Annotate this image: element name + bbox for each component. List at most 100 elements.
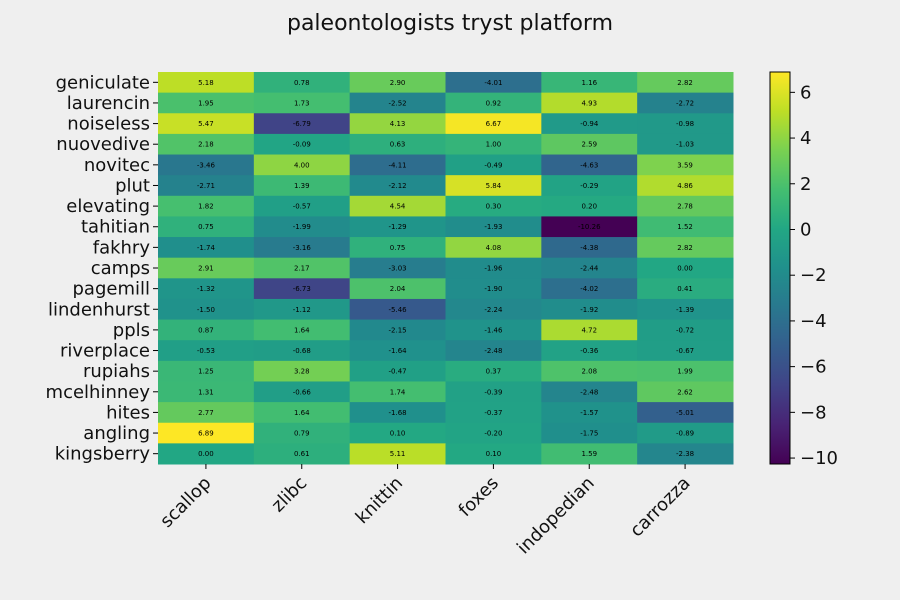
heatmap-cell bbox=[158, 298, 255, 321]
colorbar-tick-label: 0 bbox=[800, 219, 811, 240]
heatmap-cell bbox=[253, 402, 351, 424]
cell-value-label: -1.74 bbox=[197, 244, 216, 252]
cell-value-label: -0.72 bbox=[676, 326, 694, 334]
row-tick-label: elevating bbox=[66, 196, 150, 217]
heatmap-cell bbox=[541, 298, 638, 321]
heatmap-cell bbox=[158, 72, 255, 94]
cell-value-label: 4.13 bbox=[390, 120, 406, 128]
cell-value-label: -1.32 bbox=[197, 285, 215, 293]
heatmap-cell bbox=[253, 381, 351, 403]
cell-value-label: 1.52 bbox=[677, 223, 693, 231]
heatmap-cell bbox=[541, 340, 638, 362]
cell-value-label: 0.63 bbox=[390, 141, 406, 149]
heatmap-cell bbox=[158, 237, 255, 259]
heatmap-cell bbox=[637, 237, 734, 259]
heatmap-cell bbox=[349, 340, 446, 362]
cell-value-label: 0.10 bbox=[486, 450, 502, 458]
cell-value-label: -6.73 bbox=[293, 285, 311, 293]
heatmap-cell bbox=[349, 381, 446, 403]
cell-value-label: -4.01 bbox=[484, 79, 502, 87]
row-tick-label: nuovedive bbox=[56, 134, 150, 155]
heatmap-cell bbox=[349, 216, 446, 238]
heatmap-cell bbox=[158, 195, 255, 217]
cell-value-label: -1.93 bbox=[484, 223, 502, 231]
cell-value-label: -0.94 bbox=[580, 120, 599, 128]
heatmap-cell bbox=[637, 278, 734, 300]
heatmap-cell bbox=[637, 195, 734, 217]
cell-value-label: -3.46 bbox=[197, 161, 216, 169]
heatmap-cell bbox=[445, 257, 542, 279]
cell-value-label: -6.79 bbox=[293, 120, 311, 128]
heatmap-cell bbox=[541, 257, 638, 279]
cell-value-label: -0.98 bbox=[676, 120, 694, 128]
heatmap-cell bbox=[349, 319, 446, 341]
row-tick-label: tahitian bbox=[81, 217, 150, 238]
colorbar-tick-label: 4 bbox=[800, 128, 811, 149]
heatmap-cell bbox=[349, 402, 446, 424]
heatmap-cell bbox=[637, 113, 734, 135]
heatmap-cell bbox=[253, 257, 351, 279]
heatmap-cell bbox=[637, 443, 734, 465]
heatmap-cell bbox=[637, 257, 734, 279]
heatmap-cell bbox=[158, 113, 255, 135]
cell-value-label: -0.47 bbox=[389, 368, 407, 376]
cell-value-label: 4.08 bbox=[486, 244, 502, 252]
heatmap-cell bbox=[445, 422, 542, 444]
row-tick-label: kingsberry bbox=[55, 444, 151, 465]
heatmap-cell bbox=[349, 175, 446, 197]
cell-value-label: -1.75 bbox=[580, 430, 598, 438]
row-tick-label: camps bbox=[91, 258, 150, 279]
cell-value-label: -1.99 bbox=[293, 223, 311, 231]
cell-value-label: 0.87 bbox=[198, 326, 214, 334]
heatmap-cell bbox=[349, 113, 446, 135]
column-tick-label: scallop bbox=[156, 473, 215, 532]
heatmap-cell bbox=[158, 360, 255, 382]
colorbar-ticks: 6 4 2 0 −2 −4 −6 −8 −10 bbox=[790, 82, 838, 469]
heatmap-cell bbox=[541, 216, 638, 238]
cell-value-label: -2.38 bbox=[676, 450, 694, 458]
heatmap-cell bbox=[541, 443, 638, 465]
cell-value-label: -4.02 bbox=[580, 285, 598, 293]
heatmap-cell bbox=[158, 443, 255, 465]
heatmap-cell bbox=[445, 319, 542, 341]
cell-value-label: 4.93 bbox=[581, 99, 597, 107]
row-tick-label: plut bbox=[115, 175, 150, 196]
heatmap-cell bbox=[158, 216, 255, 238]
cell-value-label: 4.00 bbox=[294, 161, 310, 169]
cell-value-label: -0.36 bbox=[580, 347, 599, 355]
cell-value-label: 0.00 bbox=[198, 450, 214, 458]
heatmap-cell bbox=[253, 360, 351, 382]
heatmap-cell bbox=[349, 92, 446, 114]
column-tick-label: indopedian bbox=[513, 473, 599, 559]
cell-value-label: 2.91 bbox=[198, 265, 214, 273]
heatmap-cell bbox=[158, 154, 255, 176]
heatmap-cell bbox=[541, 92, 638, 114]
colorbar-tick-label: −10 bbox=[800, 448, 838, 469]
cell-value-label: 4.86 bbox=[677, 182, 693, 190]
cell-value-label: 1.64 bbox=[294, 409, 310, 417]
cell-value-label: 2.59 bbox=[581, 141, 597, 149]
cell-value-label: -3.03 bbox=[389, 265, 407, 273]
heatmap-cell bbox=[637, 360, 734, 382]
heatmap-cell bbox=[445, 360, 542, 382]
row-tick-label: riverplace bbox=[60, 341, 150, 362]
cell-value-label: -0.68 bbox=[293, 347, 311, 355]
colorbar: 6 4 2 0 −2 −4 −6 −8 −10 bbox=[769, 71, 838, 469]
cell-value-label: 6.67 bbox=[486, 120, 502, 128]
cell-value-label: 1.82 bbox=[198, 203, 214, 211]
colorbar-tick-label: −2 bbox=[800, 265, 827, 286]
cell-value-label: -5.01 bbox=[676, 409, 694, 417]
cell-value-label: -5.46 bbox=[389, 306, 408, 314]
column-tick-label: foxes bbox=[455, 473, 503, 521]
cell-value-label: 2.17 bbox=[294, 265, 310, 273]
colorbar-tick-label: 6 bbox=[800, 82, 811, 103]
cell-value-label: 1.99 bbox=[677, 368, 693, 376]
heatmap-cell bbox=[253, 443, 351, 465]
colorbar-tick-label: −8 bbox=[800, 402, 827, 423]
heatmap-cell bbox=[253, 175, 351, 197]
row-tick-label: geniculate bbox=[56, 72, 150, 93]
heatmap-cell bbox=[637, 72, 734, 94]
cell-value-label: -4.63 bbox=[580, 161, 598, 169]
cell-value-label: 1.64 bbox=[294, 326, 310, 334]
